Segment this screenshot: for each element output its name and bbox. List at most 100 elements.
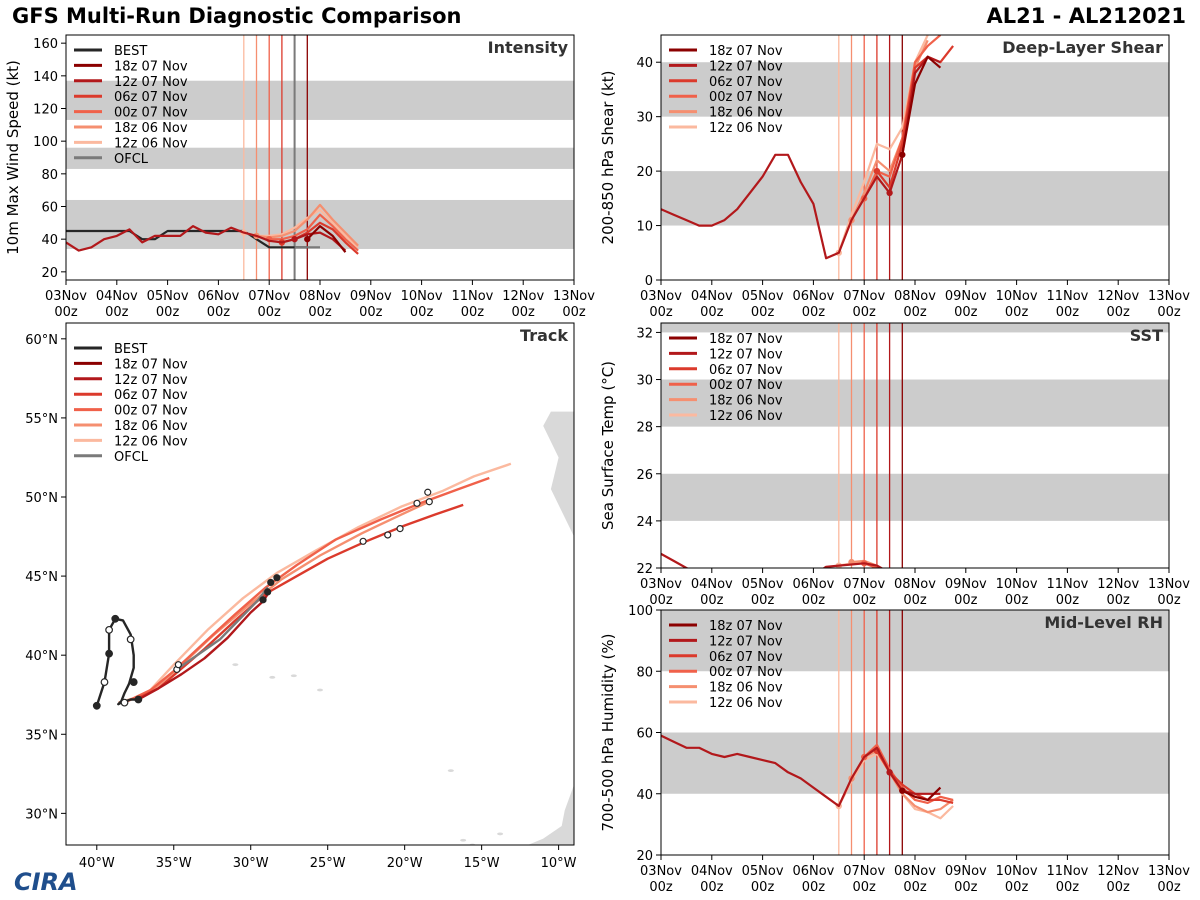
shaded-band [661, 473, 1169, 521]
x-tick-label: 10Nov [996, 864, 1038, 879]
shaded-band [661, 323, 1169, 333]
x-tick-label: 10Nov [401, 289, 443, 304]
x-tick-label: 00z [1107, 593, 1131, 608]
best-track-marker [126, 635, 135, 644]
best-track-line [95, 617, 139, 707]
y-tick-label: 160 [33, 37, 58, 52]
x-tick-label: 00z [54, 305, 78, 320]
x-tick-label: 06Nov [792, 289, 834, 304]
x-tick-label: 05Nov [742, 864, 784, 879]
panel-track: 40°W 35°W 30°W 25°W 20°W 15°W 10°W 30°N 35°N 40°N… [25, 322, 577, 871]
x-tick-label: 20°W [387, 856, 423, 871]
x-tick-label: 00z [903, 593, 927, 608]
x-tick-label: 08Nov [299, 289, 341, 304]
x-tick-label: 35°W [156, 856, 192, 871]
x-tick-label: 06Nov [792, 577, 834, 592]
legend-label: 18z 07 Nov [114, 59, 188, 74]
best-track-marker [105, 649, 114, 658]
legend-label: 12z 06 Nov [709, 696, 783, 711]
x-tick-label: 13Nov [553, 289, 595, 304]
legend-label: 00z 07 Nov [114, 106, 188, 121]
legend-label: 18z 07 Nov [709, 619, 783, 634]
data-point [886, 570, 892, 576]
y-tick-label: 120 [33, 103, 58, 118]
series-line [269, 213, 359, 252]
y-tick-label: 40 [636, 788, 653, 803]
legend-label: 12z 07 Nov [709, 634, 783, 649]
legend-label: 12z 06 Nov [709, 409, 783, 424]
y-axis-title: 700-500 hPa Humidity (%) [599, 633, 617, 831]
y-tick-label: 30 [636, 111, 653, 126]
track-line [122, 499, 433, 704]
y-tick-label: 10 [636, 220, 653, 235]
x-tick-label: 04Nov [691, 577, 733, 592]
x-tick-label: 00z [156, 305, 180, 320]
y-tick-label: 140 [33, 70, 58, 85]
x-tick-label: 00z [461, 305, 485, 320]
page-title: GFS Multi-Run Diagnostic Comparison [12, 4, 462, 28]
x-tick-label: 00z [954, 305, 978, 320]
x-tick-label: 00z [751, 593, 775, 608]
panel-title: SST [1130, 326, 1163, 345]
track-line [117, 462, 512, 704]
x-tick-label: 00z [512, 305, 536, 320]
track-marker [359, 537, 367, 545]
y-tick-label: 20 [636, 849, 653, 864]
x-tick-label: 00z [1107, 880, 1131, 895]
shaded-band [661, 171, 1169, 226]
y-tick-label: 30°N [25, 807, 58, 822]
legend-label: OFCL [114, 152, 149, 167]
series-line [256, 203, 359, 247]
x-tick-label: 00z [802, 880, 826, 895]
x-tick-label: 00z [207, 305, 231, 320]
legend-label: 06z 07 Nov [709, 363, 783, 378]
x-tick-label: 03Nov [640, 289, 682, 304]
x-tick-label: 00z [1005, 593, 1029, 608]
x-tick-label: 07Nov [843, 577, 885, 592]
y-axis-title: 200-850 hPa Shear (kt) [599, 71, 617, 245]
x-tick-label: 00z [751, 305, 775, 320]
x-tick-label: 00z [853, 880, 877, 895]
x-tick-label: 00z [1157, 593, 1181, 608]
y-tick-label: 20 [636, 165, 653, 180]
y-tick-label: 60°N [25, 333, 58, 348]
y-axis-title: Sea Surface Temp (°C) [599, 361, 617, 530]
x-tick-label: 09Nov [945, 864, 987, 879]
track-marker [413, 499, 421, 507]
x-tick-label: 12Nov [1097, 577, 1139, 592]
y-tick-label: 100 [628, 604, 653, 619]
x-tick-label: 05Nov [742, 289, 784, 304]
land-island [497, 832, 504, 836]
y-tick-label: 55°N [25, 412, 58, 427]
x-tick-label: 12Nov [1097, 289, 1139, 304]
legend-label: 12z 06 Nov [114, 136, 188, 151]
land-island [317, 688, 323, 692]
panel-sst: 03Nov00z04Nov00z05Nov00z06Nov00z07Nov00z… [599, 322, 1190, 608]
legend-label: 12z 07 Nov [709, 59, 783, 74]
y-tick-label: 40 [636, 56, 653, 71]
legend-label: 12z 06 Nov [709, 121, 783, 136]
x-tick-label: 11Nov [1046, 289, 1088, 304]
y-tick-label: 26 [636, 468, 653, 483]
legend-label: 00z 07 Nov [709, 378, 783, 393]
x-tick-label: 00z [802, 305, 826, 320]
panel-rh: 03Nov00z04Nov00z05Nov00z06Nov00z07Nov00z… [599, 604, 1190, 895]
x-tick-label: 03Nov [640, 864, 682, 879]
series-line [863, 562, 880, 568]
track-marker [396, 525, 404, 533]
x-tick-label: 12Nov [502, 289, 544, 304]
plot-area [661, 610, 1169, 855]
best-track-marker [92, 701, 101, 710]
panel-title: Intensity [488, 38, 569, 57]
x-tick-label: 00z [359, 305, 383, 320]
x-tick-label: 00z [700, 880, 724, 895]
x-tick-label: 15°W [464, 856, 500, 871]
x-tick-label: 09Nov [945, 289, 987, 304]
x-tick-label: 00z [751, 880, 775, 895]
x-tick-label: 03Nov [45, 289, 87, 304]
